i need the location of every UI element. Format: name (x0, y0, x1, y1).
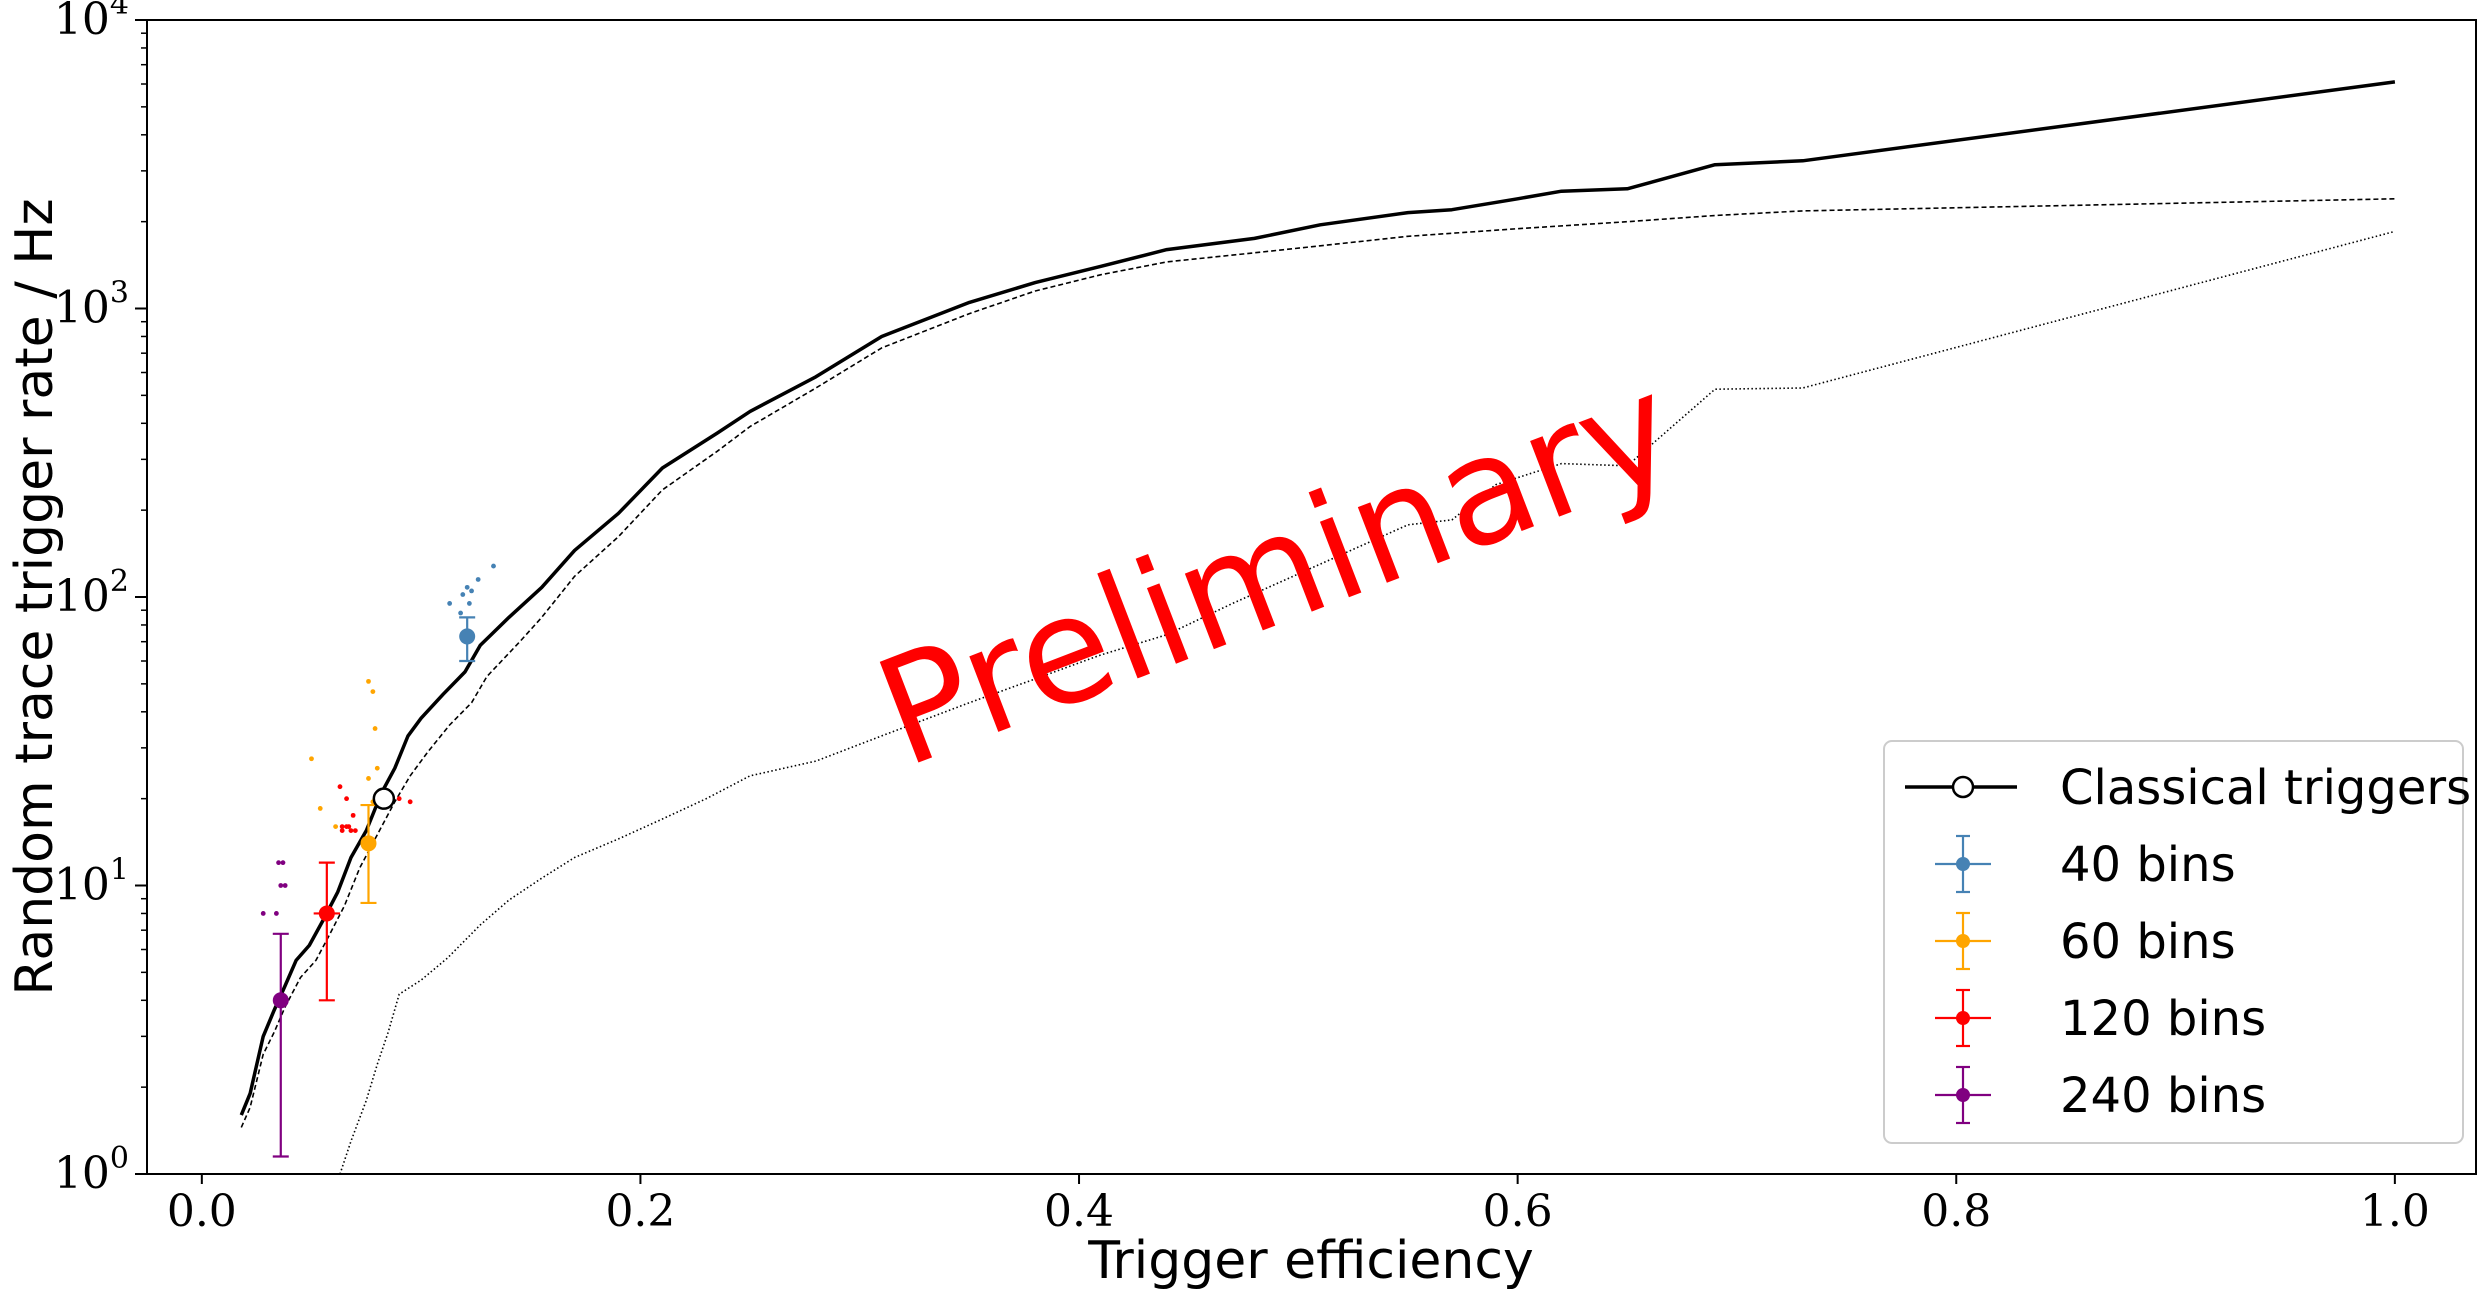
scatter-point (466, 601, 472, 606)
x-tick-label: 0.2 (605, 1186, 675, 1237)
classical-marker (372, 787, 396, 810)
scatter-point (374, 765, 380, 771)
scatter-point (348, 828, 354, 833)
scatter-point (458, 610, 464, 616)
legend-label: Classical triggers (2060, 760, 2471, 816)
legend-point-swatch (1956, 1088, 1970, 1102)
scatter-point (339, 824, 345, 830)
scatter-point (260, 911, 266, 916)
scatter-point (352, 828, 358, 833)
x-tick-label: 0.6 (1483, 1186, 1553, 1237)
scatter-point (276, 860, 281, 866)
x-axis-label: Trigger efficiency (1087, 1231, 1533, 1291)
y-tick-exponent: 1 (110, 853, 129, 888)
scatter-point (333, 824, 339, 830)
x-tick-label: 0.0 (167, 1186, 237, 1237)
scatter-point (464, 584, 470, 590)
scatter-point (366, 678, 371, 684)
scatter-point (396, 796, 402, 802)
scatter-point (447, 601, 453, 606)
scatter-point (350, 812, 356, 818)
watermark-layer: Preliminary (856, 340, 1698, 800)
x-tick-label: 0.4 (1044, 1186, 1114, 1237)
scatter-point (366, 776, 371, 781)
lines-layer (239, 80, 2396, 1174)
y-tick-base: 10 (54, 0, 110, 45)
legend-label: 120 bins (2060, 991, 2266, 1047)
scatter-point (407, 799, 413, 805)
scatter-point (278, 883, 284, 888)
data-point (459, 628, 476, 645)
scatter-point (280, 860, 286, 866)
scatter-point (346, 824, 352, 830)
scatter-point (282, 883, 288, 888)
scatter-point (273, 911, 279, 916)
scatter-point (309, 756, 314, 762)
y-tick-exponent: 2 (110, 564, 129, 599)
legend-point-swatch (1956, 1011, 1970, 1025)
legend-box (1883, 740, 2464, 1144)
series-line-solid (239, 80, 2396, 1116)
scatter-point (339, 828, 345, 833)
y-tick-base: 10 (54, 860, 110, 911)
y-tick-label: 102 (54, 564, 129, 622)
preliminary-watermark: Preliminary (856, 340, 1698, 800)
y-tick-label: 100 (54, 1141, 129, 1199)
legend-point-swatch (1956, 857, 1970, 871)
legend-label: 240 bins (2060, 1068, 2266, 1124)
scatter-point (344, 796, 349, 802)
x-axis: 0.0 0.2 0.4 0.6 0.8 1.0 (167, 1174, 2430, 1237)
y-tick-base: 10 (54, 283, 110, 334)
y-axis-label: Random trace trigger rate / Hz (5, 198, 65, 995)
scatter-point (337, 784, 343, 790)
legend-marker-swatch (1951, 775, 1975, 799)
scatter-point (317, 806, 323, 811)
scatter-point (372, 726, 378, 731)
x-tick-label: 0.8 (1921, 1186, 1991, 1237)
legend: Classical triggers 40 bins 60 bins 120 bins… (1883, 740, 2471, 1144)
series-line-dashed (240, 198, 2395, 1128)
data-point (360, 835, 377, 852)
legend-label: 40 bins (2060, 837, 2236, 893)
y-tick-exponent: 3 (110, 276, 129, 311)
points-layer (260, 563, 496, 1158)
y-tick-label: 101 (54, 853, 129, 911)
scatter-point (469, 588, 474, 594)
y-tick-base: 10 (54, 571, 110, 622)
legend-label: 60 bins (2060, 914, 2236, 970)
y-tick-base: 10 (54, 1148, 110, 1199)
y-tick-exponent: 0 (110, 1141, 129, 1176)
scatter-point (370, 689, 376, 694)
data-point (272, 992, 289, 1009)
legend-point-swatch (1956, 934, 1970, 948)
y-tick-label: 103 (54, 276, 129, 334)
data-point (318, 905, 335, 922)
x-tick-label: 1.0 (2360, 1186, 2430, 1237)
y-tick-exponent: 4 (110, 0, 129, 22)
y-tick-label: 104 (54, 0, 129, 45)
scatter-point (491, 563, 496, 569)
scatter-point (475, 577, 481, 582)
scatter-point (460, 592, 466, 597)
